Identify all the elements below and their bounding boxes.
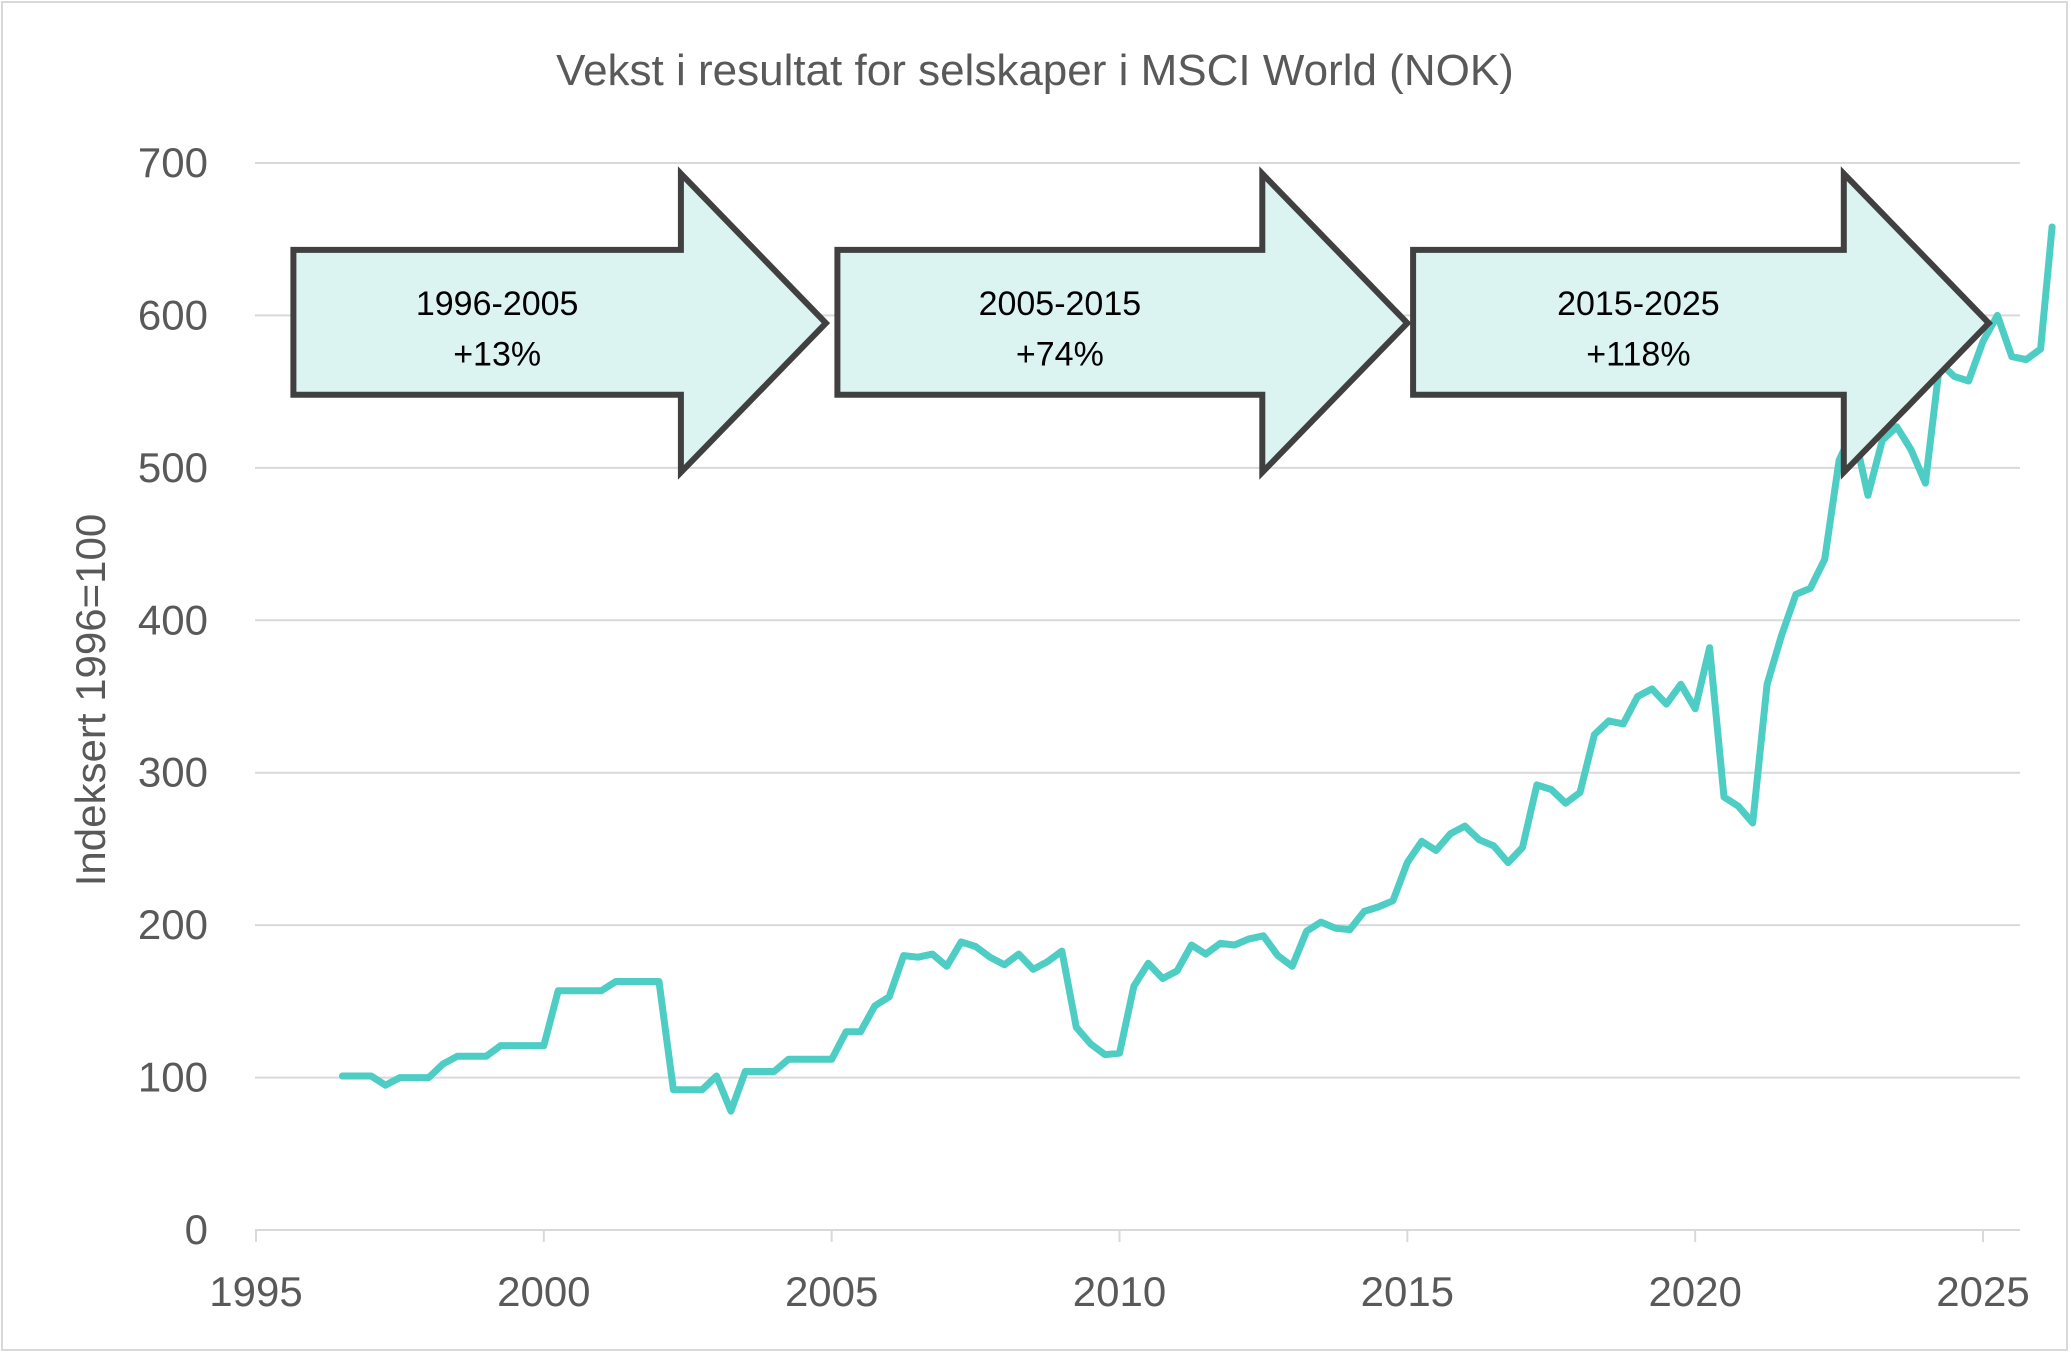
x-tick-label-2025: 2025	[1936, 1268, 2029, 1315]
series-line-0	[338, 223, 2056, 1115]
y-tick-label-0: 0	[185, 1206, 208, 1253]
arrow-2005-2015: 2005-2015 +74%	[834, 166, 1412, 480]
x-tick-label-2010: 2010	[1073, 1268, 1166, 1315]
y-tick-label-600: 600	[138, 291, 208, 338]
y-tick-label-200: 200	[138, 901, 208, 948]
x-tick-label-2000: 2000	[497, 1268, 590, 1315]
arrow-shape	[834, 166, 1412, 480]
x-tick-label-2020: 2020	[1648, 1268, 1741, 1315]
arrow-change-label: +74%	[1016, 336, 1104, 374]
x-tick-label-2005: 2005	[785, 1268, 878, 1315]
y-axis: 0 100 200 300 400 500 600 700	[138, 139, 208, 1253]
chart-title: Vekst i resultat for selskaper i MSCI Wo…	[556, 46, 1514, 95]
y-tick-label-300: 300	[138, 749, 208, 796]
arrow-shape	[1410, 166, 1993, 480]
arrow-1996-2005: 1996-2005 +13%	[290, 166, 831, 480]
arrow-change-label: +118%	[1586, 336, 1690, 374]
arrow-period-label: 2015-2025	[1557, 285, 1720, 323]
y-tick-label-500: 500	[138, 444, 208, 491]
y-axis-label: Indeksert 1996=100	[67, 514, 114, 886]
y-tick-label-400: 400	[138, 596, 208, 643]
gridlines	[255, 162, 2020, 1231]
y-tick-label-100: 100	[138, 1054, 208, 1101]
arrow-period-label: 2005-2015	[979, 285, 1142, 323]
x-tick-label-1995: 1995	[209, 1268, 302, 1315]
period-arrows: 1996-2005 +13% 2005-2015 +74% 2015-2025 +118%	[290, 166, 1993, 480]
arrow-2015-2025: 2015-2025 +118%	[1410, 166, 1993, 480]
x-axis: 1995 2000 2005 2010 2015 2020 2025	[209, 1230, 2030, 1315]
x-tick-label-2015: 2015	[1361, 1268, 1454, 1315]
arrow-period-label: 1996-2005	[416, 285, 579, 323]
series-layer	[338, 223, 2056, 1115]
arrow-change-label: +13%	[453, 336, 541, 374]
arrow-shape	[290, 166, 831, 480]
y-tick-label-700: 700	[138, 139, 208, 186]
